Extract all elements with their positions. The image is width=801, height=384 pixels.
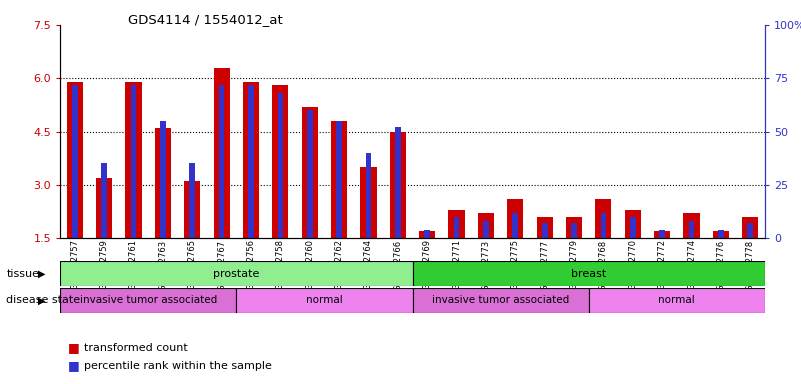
Text: invasive tumor associated: invasive tumor associated — [432, 295, 570, 306]
Text: breast: breast — [571, 268, 606, 279]
Bar — [219, 84, 224, 238]
Bar — [126, 82, 142, 238]
Bar — [72, 84, 78, 238]
Bar — [302, 107, 318, 238]
Bar — [365, 153, 372, 238]
Text: prostate: prostate — [213, 268, 260, 279]
Bar — [390, 131, 406, 238]
Bar — [625, 210, 641, 238]
Bar — [66, 82, 83, 238]
Bar — [101, 164, 107, 238]
Bar — [566, 217, 582, 238]
Bar — [659, 230, 665, 238]
Text: ▶: ▶ — [38, 295, 46, 306]
Bar — [272, 85, 288, 238]
Bar — [683, 213, 699, 238]
Bar — [413, 261, 765, 286]
Bar — [214, 68, 230, 238]
Bar — [630, 217, 636, 238]
Bar — [160, 121, 166, 238]
Bar — [713, 231, 729, 238]
Bar — [541, 223, 548, 238]
Bar — [425, 230, 430, 238]
Bar — [184, 181, 200, 238]
Bar — [513, 212, 518, 238]
Bar — [360, 167, 376, 238]
Bar — [483, 221, 489, 238]
Bar — [589, 288, 765, 313]
Text: disease state: disease state — [6, 295, 81, 306]
Bar — [453, 217, 460, 238]
Text: ■: ■ — [68, 341, 80, 354]
Bar — [537, 217, 553, 238]
Bar — [747, 223, 753, 238]
Bar — [654, 231, 670, 238]
Text: percentile rank within the sample: percentile rank within the sample — [84, 361, 272, 371]
Text: invasive tumor associated: invasive tumor associated — [79, 295, 217, 306]
Bar — [60, 288, 236, 313]
Bar — [595, 199, 611, 238]
Bar — [478, 213, 494, 238]
Bar — [236, 288, 413, 313]
Bar — [131, 84, 136, 238]
Text: GDS4114 / 1554012_at: GDS4114 / 1554012_at — [128, 13, 283, 26]
Text: transformed count: transformed count — [84, 343, 188, 353]
Text: tissue: tissue — [6, 268, 39, 279]
Bar — [60, 261, 413, 286]
Bar — [571, 223, 577, 238]
Bar — [449, 210, 465, 238]
Bar — [601, 212, 606, 238]
Bar — [743, 217, 759, 238]
Bar — [243, 82, 259, 238]
Bar — [155, 128, 171, 238]
Bar — [189, 164, 195, 238]
Bar — [718, 230, 724, 238]
Bar — [689, 221, 694, 238]
Text: ■: ■ — [68, 359, 80, 372]
Text: normal: normal — [306, 295, 343, 306]
Text: ▶: ▶ — [38, 268, 46, 279]
Bar — [307, 110, 312, 238]
Bar — [336, 121, 342, 238]
Bar — [96, 178, 112, 238]
Bar — [248, 84, 254, 238]
Bar — [507, 199, 523, 238]
Bar — [277, 93, 284, 238]
Bar — [395, 127, 400, 238]
Bar — [331, 121, 347, 238]
Bar — [413, 288, 589, 313]
Text: normal: normal — [658, 295, 695, 306]
Bar — [419, 231, 435, 238]
